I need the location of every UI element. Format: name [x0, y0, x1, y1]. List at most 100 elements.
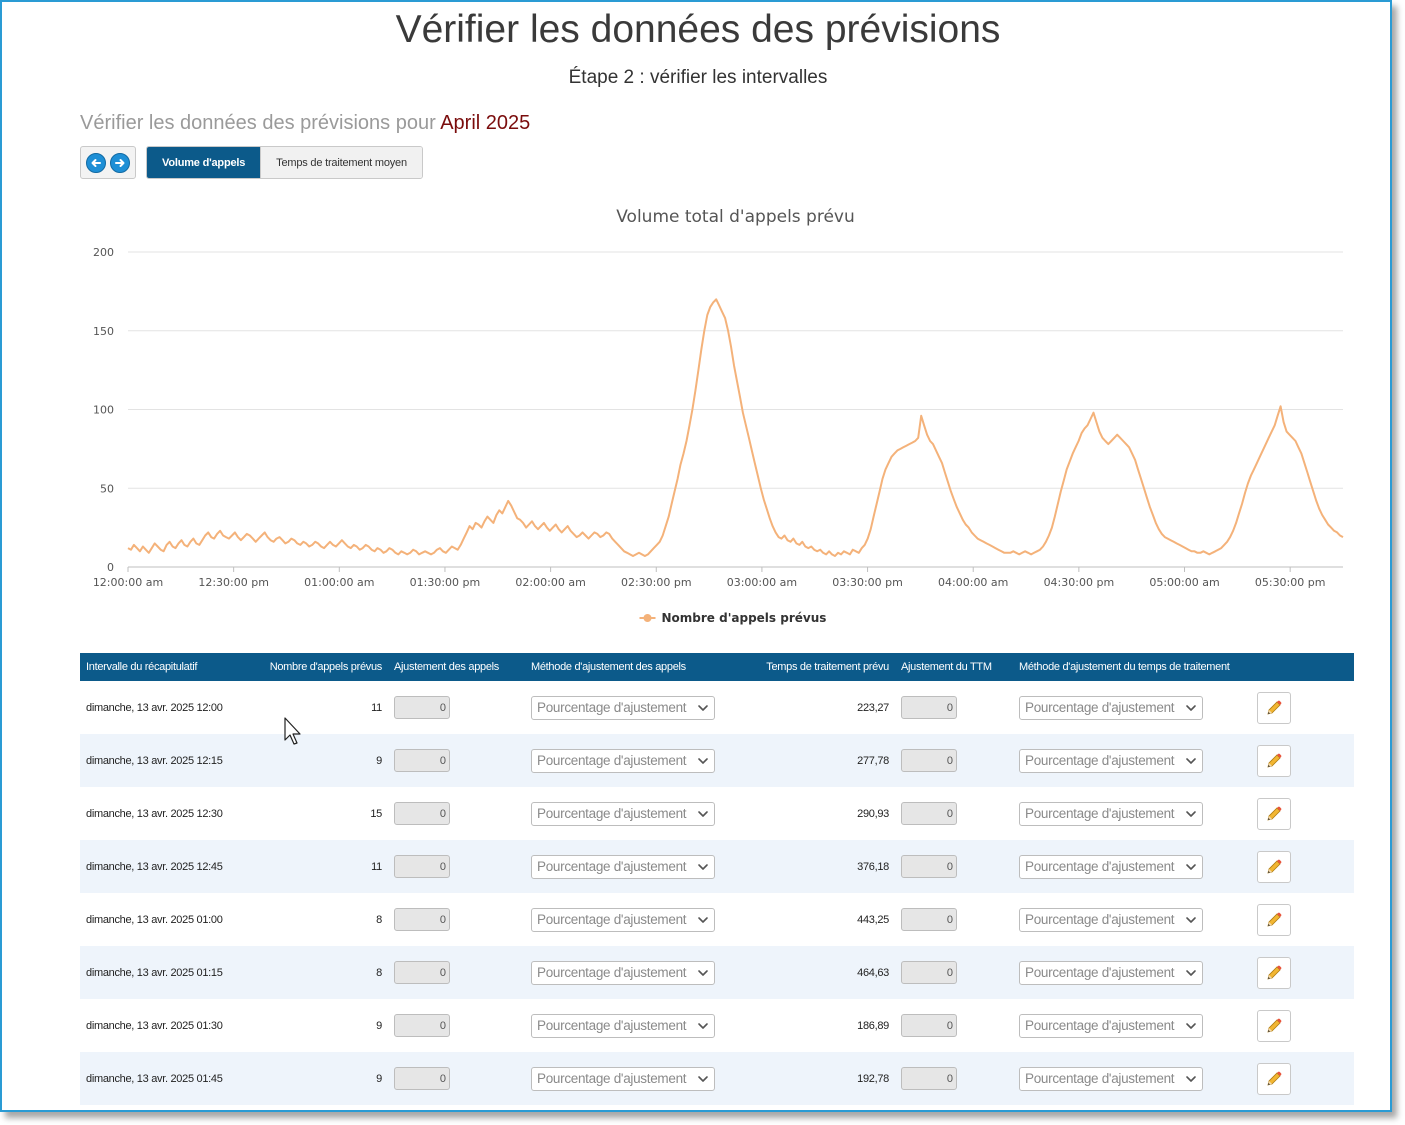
- pencil-icon: [1267, 1071, 1282, 1086]
- previous-period-button[interactable]: [86, 152, 106, 173]
- header-forecast-calls[interactable]: Nombre d'appels prévus: [269, 661, 383, 673]
- x-tick-label: 03:00:00 am: [727, 576, 797, 589]
- series-line-forecast-calls: [127, 298, 1344, 557]
- cell-actions: [1241, 946, 1354, 999]
- call-adjustment-input[interactable]: [394, 855, 450, 878]
- aht-adjustment-input[interactable]: [901, 802, 957, 825]
- chevron-down-icon: [698, 704, 708, 711]
- aht-adjustment-input[interactable]: [901, 1014, 957, 1037]
- aht-adjustment-method-select[interactable]: Pourcentage d'ajustement: [1019, 1066, 1203, 1091]
- header-aht-adjustment[interactable]: Ajustement du TTM: [901, 661, 992, 673]
- aht-adjustment-method-select[interactable]: Pourcentage d'ajustement: [1019, 695, 1203, 720]
- cell-call-method: Pourcentage d'ajustement: [525, 946, 745, 999]
- aht-adjustment-method-select[interactable]: Pourcentage d'ajustement: [1019, 907, 1203, 932]
- pencil-icon: [1267, 912, 1282, 927]
- aht-adjustment-input[interactable]: [901, 908, 957, 931]
- x-tick-label: 04:30:00 pm: [1044, 576, 1115, 589]
- header-call-adjustment-method[interactable]: Méthode d'ajustement des appels: [531, 661, 686, 673]
- select-value: Pourcentage d'ajustement: [1025, 912, 1175, 927]
- edit-row-button[interactable]: [1257, 744, 1291, 777]
- header-interval[interactable]: Intervalle du récapitulatif: [86, 661, 198, 673]
- cell-forecast-calls: 8: [376, 966, 382, 979]
- tab-average-handle-time[interactable]: Temps de traitement moyen: [260, 147, 422, 178]
- header-call-adjustment[interactable]: Ajustement des appels: [394, 661, 499, 673]
- aht-adjustment-method-select[interactable]: Pourcentage d'ajustement: [1019, 748, 1203, 773]
- metric-tabs: Volume d'appels Temps de traitement moye…: [146, 146, 423, 179]
- edit-row-button[interactable]: [1257, 1062, 1291, 1095]
- x-tick-label: 12:00:00 am: [93, 576, 163, 589]
- call-adjustment-input[interactable]: [394, 802, 450, 825]
- aht-adjustment-method-select[interactable]: Pourcentage d'ajustement: [1019, 1013, 1203, 1038]
- arrow-left-circle-icon: [91, 158, 101, 167]
- cell-interval: dimanche, 13 avr. 2025 12:15: [86, 754, 223, 767]
- select-value: Pourcentage d'ajustement: [1025, 965, 1175, 980]
- legend-label: Nombre d'appels prévus: [662, 611, 827, 625]
- select-value: Pourcentage d'ajustement: [537, 806, 687, 821]
- select-value: Pourcentage d'ajustement: [1025, 700, 1175, 715]
- edit-row-button[interactable]: [1257, 1009, 1291, 1042]
- chart-svg: Volume total d'appels prévu 0 50 100 150 200…: [93, 207, 1344, 625]
- cell-forecast-calls: 8: [376, 913, 382, 926]
- cell-forecast-calls: 15: [370, 807, 382, 820]
- aht-adjustment-method-select[interactable]: Pourcentage d'ajustement: [1019, 854, 1203, 879]
- edit-row-button[interactable]: [1257, 903, 1291, 936]
- cell-forecast-calls: 9: [376, 1019, 382, 1032]
- tab-call-volume[interactable]: Volume d'appels: [147, 147, 261, 178]
- table-body: dimanche, 13 avr. 2025 12:00 11 Pourcentag…: [80, 681, 1354, 1105]
- edit-row-button[interactable]: [1257, 691, 1291, 724]
- select-value: Pourcentage d'ajustement: [1025, 1071, 1175, 1086]
- call-adjustment-method-select[interactable]: Pourcentage d'ajustement: [531, 960, 715, 985]
- chevron-down-icon: [698, 863, 708, 870]
- edit-row-button[interactable]: [1257, 797, 1291, 830]
- call-adjustment-method-select[interactable]: Pourcentage d'ajustement: [531, 748, 715, 773]
- aht-adjustment-input[interactable]: [901, 749, 957, 772]
- call-adjustment-input[interactable]: [394, 961, 450, 984]
- call-adjustment-input[interactable]: [394, 908, 450, 931]
- call-adjustment-input[interactable]: [394, 749, 450, 772]
- cell-actions: [1241, 840, 1354, 893]
- call-adjustment-method-select[interactable]: Pourcentage d'ajustement: [531, 1013, 715, 1038]
- aht-adjustment-method-select[interactable]: Pourcentage d'ajustement: [1019, 801, 1203, 826]
- cell-forecast-handle-time: 443,25: [857, 913, 889, 926]
- aht-adjustment-input[interactable]: [901, 855, 957, 878]
- x-tick-label: 03:30:00 pm: [832, 576, 903, 589]
- aht-adjustment-method-select[interactable]: Pourcentage d'ajustement: [1019, 960, 1203, 985]
- header-forecast-handle-time[interactable]: Temps de traitement prévu: [766, 661, 889, 673]
- call-adjustment-input[interactable]: [394, 1014, 450, 1037]
- select-value: Pourcentage d'ajustement: [537, 700, 687, 715]
- pencil-icon: [1267, 753, 1282, 768]
- edit-row-button[interactable]: [1257, 850, 1291, 883]
- table-header-row: Intervalle du récapitulatif Nombre d'app…: [80, 653, 1354, 681]
- header-aht-adjustment-method[interactable]: Méthode d'ajustement du temps de traitem…: [1019, 661, 1230, 673]
- chart-legend[interactable]: Nombre d'appels prévus: [639, 611, 827, 625]
- chevron-down-icon: [1186, 1022, 1196, 1029]
- call-adjustment-method-select[interactable]: Pourcentage d'ajustement: [531, 801, 715, 826]
- call-adjustment-method-select[interactable]: Pourcentage d'ajustement: [531, 1066, 715, 1091]
- aht-adjustment-input[interactable]: [901, 1067, 957, 1090]
- cell-call-method: Pourcentage d'ajustement: [525, 734, 745, 787]
- cell-forecast-handle-time: 277,78: [857, 754, 889, 767]
- call-adjustment-method-select[interactable]: Pourcentage d'ajustement: [531, 695, 715, 720]
- cell-call-adjustment: [388, 787, 525, 840]
- call-adjustment-method-select[interactable]: Pourcentage d'ajustement: [531, 907, 715, 932]
- edit-row-button[interactable]: [1257, 956, 1291, 989]
- call-adjustment-input[interactable]: [394, 1067, 450, 1090]
- cell-call-adjustment: [388, 840, 525, 893]
- select-value: Pourcentage d'ajustement: [1025, 859, 1175, 874]
- cell-call-method: Pourcentage d'ajustement: [525, 681, 745, 734]
- aht-adjustment-input[interactable]: [901, 696, 957, 719]
- y-tick-label: 200: [93, 246, 114, 259]
- pencil-icon: [1267, 859, 1282, 874]
- x-tick-label: 02:00:00 am: [515, 576, 585, 589]
- aht-adjustment-input[interactable]: [901, 961, 957, 984]
- next-period-button[interactable]: [110, 152, 130, 173]
- header-actions: [1241, 653, 1354, 681]
- call-adjustment-input[interactable]: [394, 696, 450, 719]
- chevron-down-icon: [698, 757, 708, 764]
- cell-call-method: Pourcentage d'ajustement: [525, 999, 745, 1052]
- chart-gridlines: [128, 251, 1343, 568]
- call-adjustment-method-select[interactable]: Pourcentage d'ajustement: [531, 854, 715, 879]
- cell-aht-adjustment: [895, 946, 1013, 999]
- x-tick-label: 12:30:00 pm: [198, 576, 269, 589]
- x-tick-label: 04:00:00 am: [938, 576, 1008, 589]
